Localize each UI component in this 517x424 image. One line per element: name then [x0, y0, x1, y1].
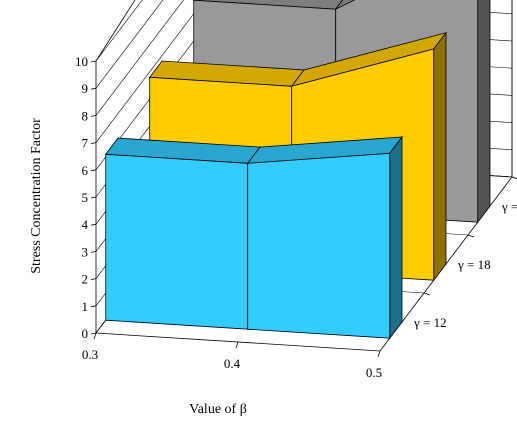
series-ribbons [104, 0, 491, 340]
y-tick-mark [90, 115, 97, 117]
y-axis-label: Stress Concentration Factor [29, 118, 44, 274]
y-tick-label: 2 [82, 272, 89, 287]
ribbon-end [389, 135, 403, 340]
y-tick-label: 3 [82, 244, 89, 259]
y-tick-mark [90, 305, 97, 308]
y-tick-label: 6 [82, 163, 89, 178]
y-tick-label: 7 [82, 136, 89, 151]
y-tick-mark [90, 87, 97, 90]
side-gridline [95, 0, 143, 62]
side-gridline [95, 0, 205, 143]
y-tick-label: 1 [82, 299, 89, 314]
series-ribbon [104, 135, 403, 340]
x-tick-mark [377, 350, 381, 358]
y-tick-label: 8 [82, 108, 89, 123]
x-tick-label: 0.5 [366, 365, 382, 380]
y-axis-ticks: 0 1 2 3 4 5 6 7 8 9 10 [75, 54, 97, 341]
y-tick-mark [90, 251, 97, 253]
x-tick-mark [235, 341, 239, 349]
y-tick-mark [90, 142, 97, 144]
ribbon-front [105, 153, 249, 330]
y-tick-label: 0 [82, 326, 89, 341]
series-label: γ = 18 [457, 257, 491, 272]
side-gridline [95, 0, 164, 89]
y-tick-mark [90, 223, 97, 226]
x-tick-mark [93, 332, 97, 340]
x-axis-ticks: 0.3 0.4 0.5 [82, 332, 382, 380]
y-tick-mark [90, 60, 97, 63]
ribbon-end [477, 0, 491, 224]
depth-tick-mark [423, 292, 431, 296]
x-tick-label: 0.4 [224, 356, 241, 371]
series-label: γ = 2 [501, 199, 517, 214]
y-tick-mark [90, 169, 97, 172]
y-tick-mark [90, 332, 97, 335]
x-axis-label: Value of β [189, 402, 247, 417]
ribbon-front [247, 152, 391, 339]
series-depth-labels: γ = 12 γ = 18 γ = 2 [413, 176, 517, 330]
y-tick-label: 5 [82, 190, 89, 205]
y-tick-label: 10 [75, 54, 88, 69]
y-tick-mark [90, 278, 97, 280]
depth-tick-mark [511, 176, 517, 180]
side-gridline [95, 0, 184, 116]
y-tick-label: 4 [82, 217, 89, 232]
x-tick-label: 0.3 [82, 347, 98, 362]
y-tick-mark [90, 196, 97, 199]
depth-tick-mark [467, 234, 475, 238]
ribbon-end [433, 31, 447, 282]
series-label: γ = 12 [413, 315, 447, 330]
y-tick-label: 9 [82, 81, 89, 96]
